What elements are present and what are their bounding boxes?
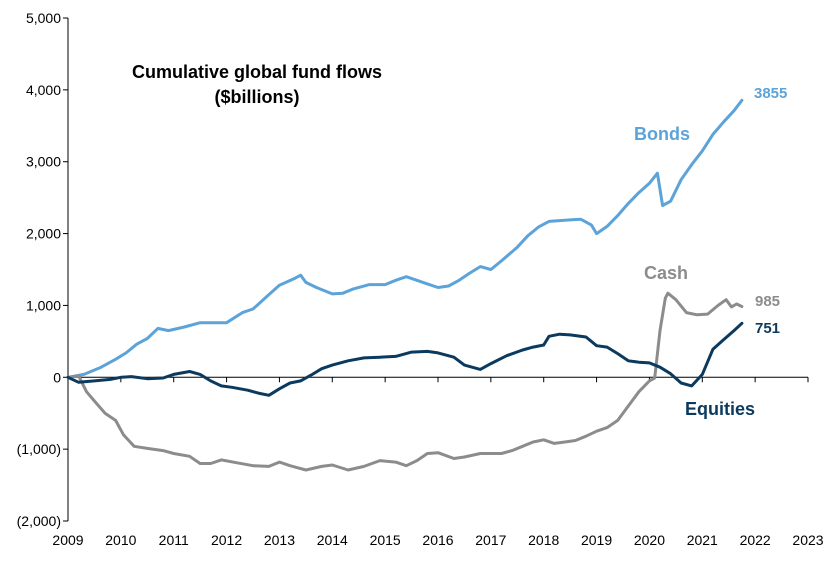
- y-tick-label: 3,000: [26, 154, 61, 170]
- bonds-end-value-label: 3855: [754, 85, 787, 102]
- x-tick-label: 2010: [105, 532, 136, 548]
- y-tick-label: (1,000): [17, 441, 61, 457]
- cash-series-label: Cash: [644, 263, 688, 283]
- y-axis-ticks: 5,000 4,000 3,000 2,000 1,000 0 (1,000) (2,000): [17, 10, 68, 529]
- x-tick-label: 2016: [422, 532, 453, 548]
- chart-subtitle: ($billions): [215, 87, 300, 107]
- equities-end-value-label: 751: [755, 320, 780, 337]
- x-tick-label: 2023: [792, 532, 823, 548]
- series-labels: Bonds 3855 Cash 985 Equities 751: [634, 85, 787, 419]
- x-tick-label: 2018: [528, 532, 559, 548]
- x-tick-label: 2021: [687, 532, 718, 548]
- equities-line: [66, 321, 744, 397]
- x-tick-label: 2011: [159, 532, 189, 548]
- chart-title: Cumulative global fund flows: [132, 62, 382, 82]
- x-tick-label: 2012: [211, 532, 242, 548]
- x-tick-label: 2020: [634, 532, 665, 548]
- x-tick-label: 2014: [317, 532, 348, 548]
- cash-line: [66, 291, 744, 472]
- series-lines: [66, 98, 744, 472]
- y-tick-label: 0: [53, 369, 61, 385]
- x-tick-label: 2022: [740, 532, 771, 548]
- bonds-line: [66, 98, 744, 379]
- y-tick-label: 1,000: [26, 297, 61, 313]
- equities-series-label: Equities: [685, 399, 755, 419]
- bonds-series-label: Bonds: [634, 124, 690, 144]
- x-tick-label: 2009: [52, 532, 83, 548]
- x-tick-label: 2015: [370, 532, 401, 548]
- cash-end-value-label: 985: [755, 293, 780, 310]
- y-tick-label: (2,000): [17, 513, 61, 529]
- x-tick-label: 2013: [264, 532, 295, 548]
- x-tick-label: 2019: [581, 532, 612, 548]
- y-tick-label: 2,000: [26, 226, 61, 242]
- y-tick-label: 4,000: [26, 82, 61, 98]
- axes: [67, 18, 808, 521]
- x-tick-label: 2017: [475, 532, 506, 548]
- y-tick-label: 5,000: [26, 10, 61, 26]
- x-axis-ticks: 2009 2010 2011 2012 2013 2014 2015 2016 2017 2018…: [52, 377, 824, 548]
